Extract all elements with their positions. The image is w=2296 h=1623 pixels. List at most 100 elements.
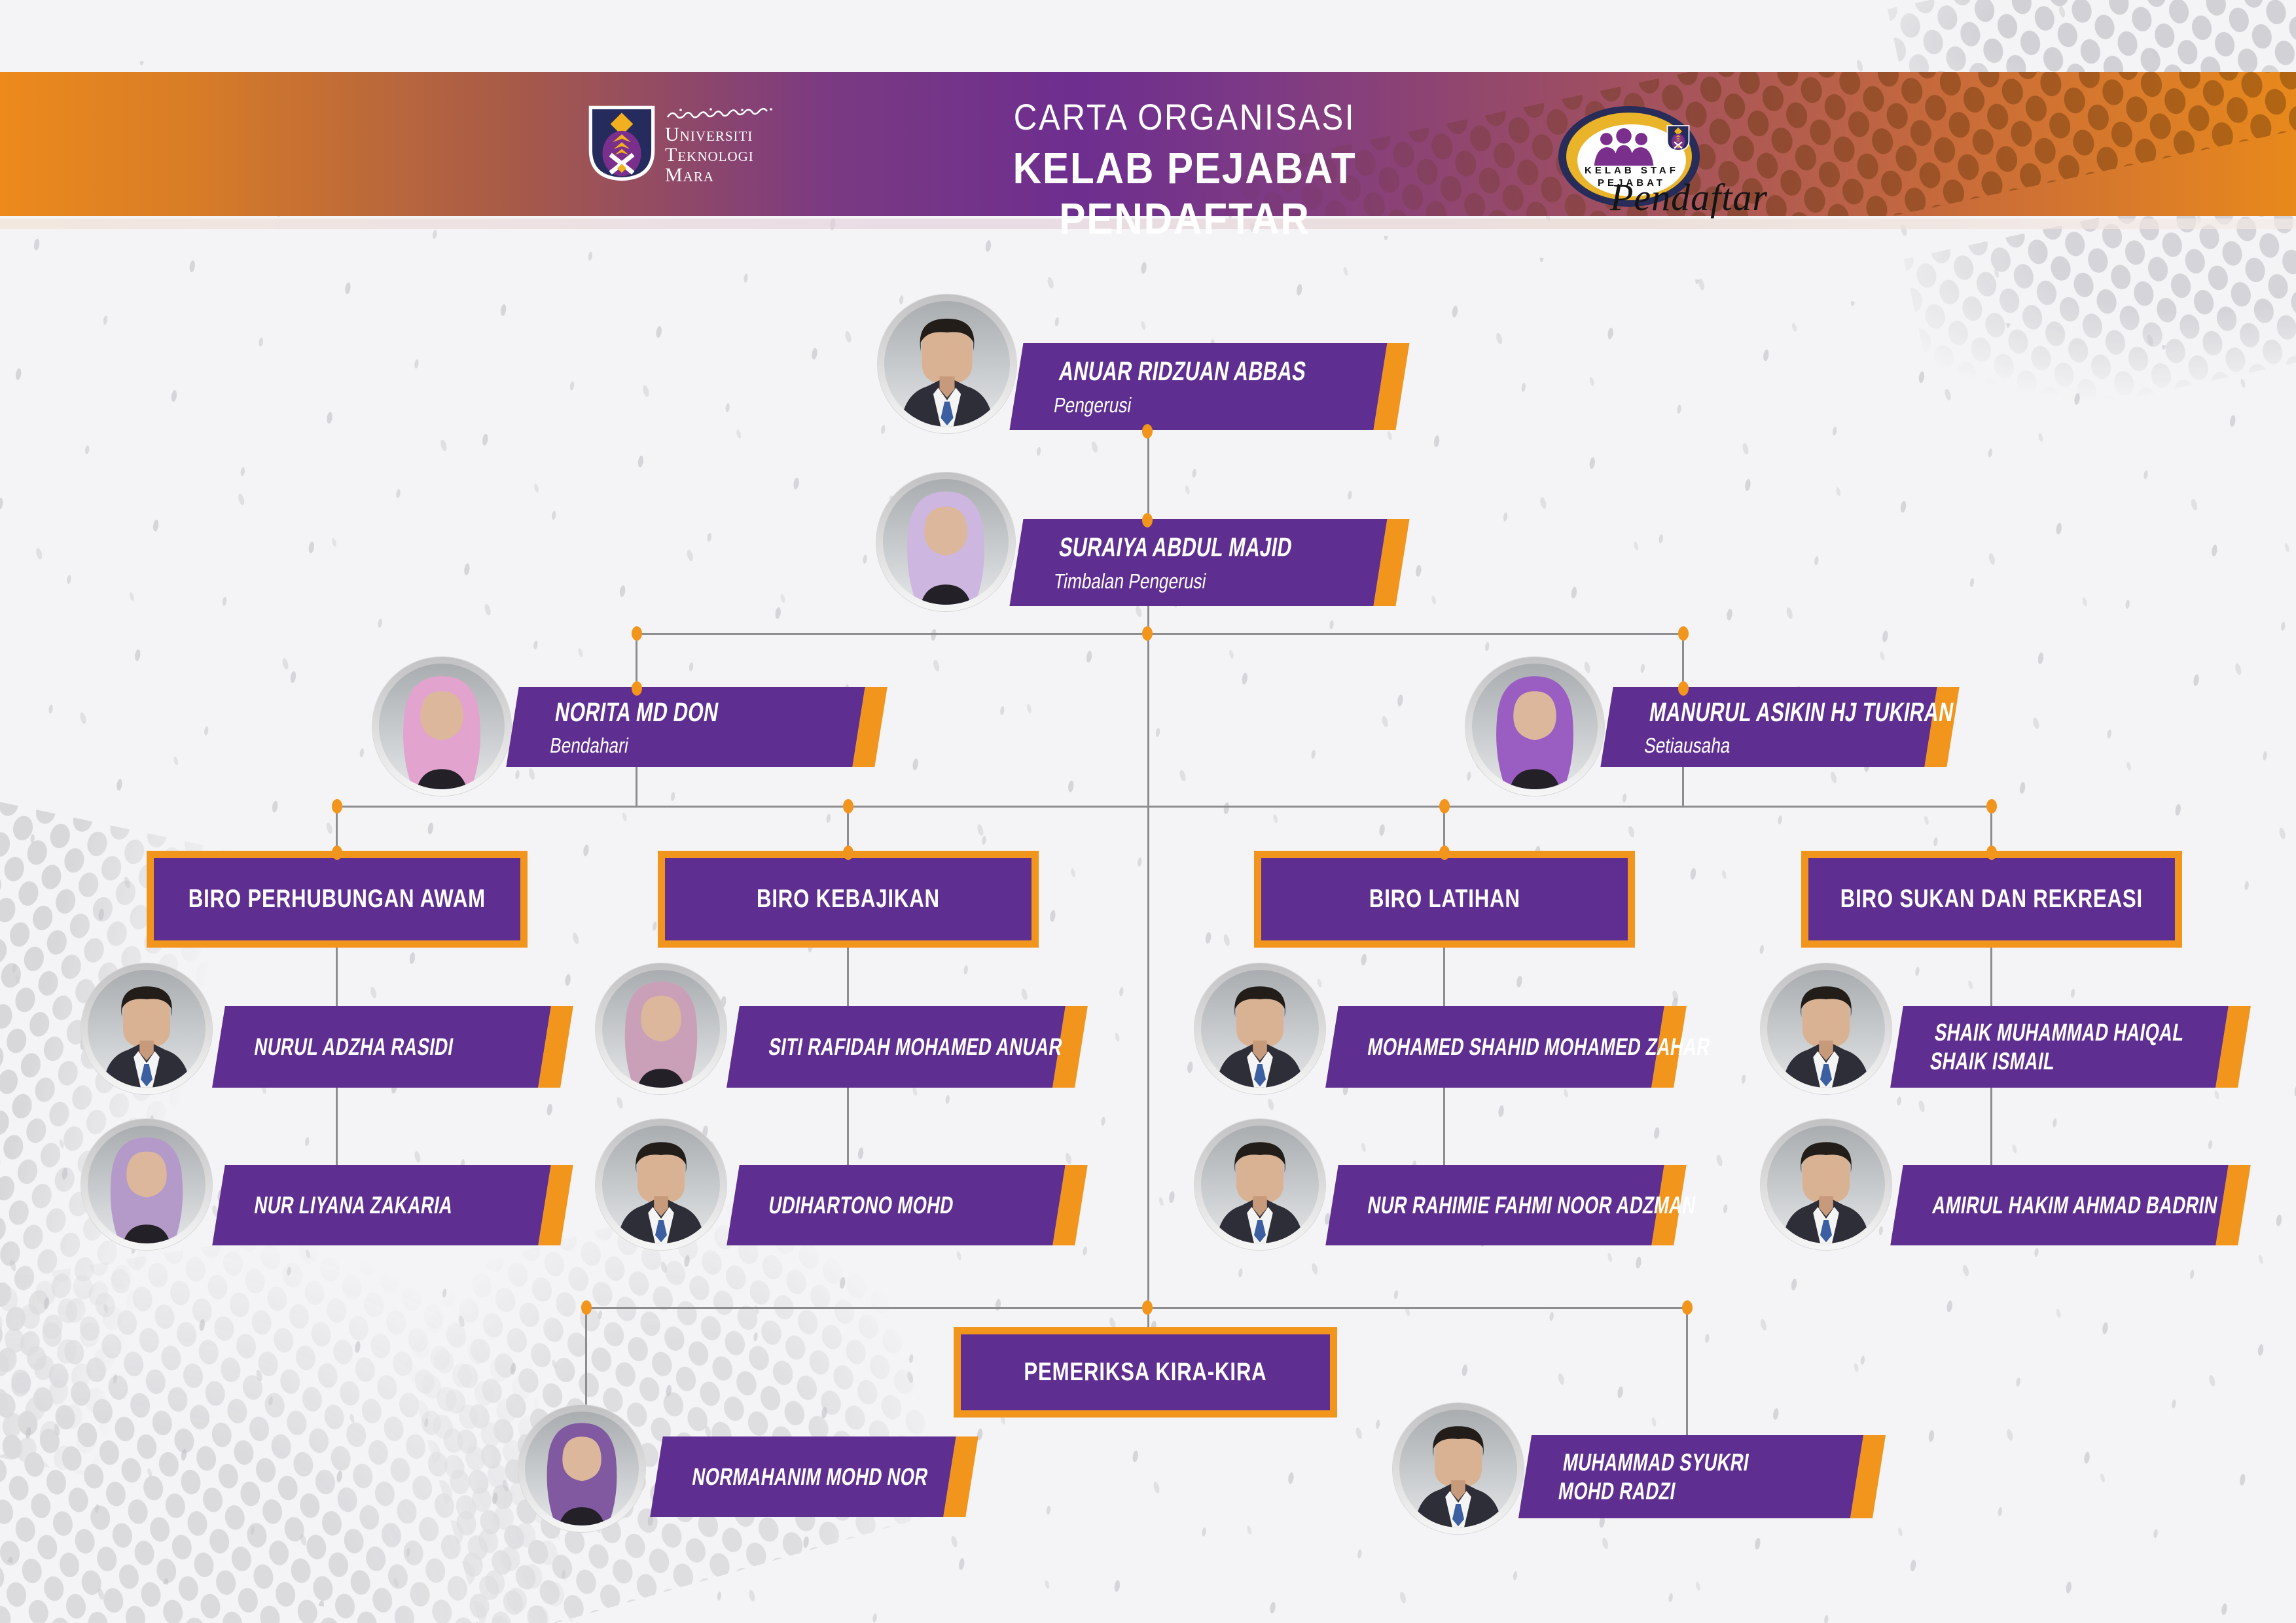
person-silhouette <box>1767 970 1885 1088</box>
name-banner: SHAIK MUHAMMAD HAIQAL SHAIK ISMAIL <box>1890 1006 2251 1088</box>
connector-dot <box>843 846 853 860</box>
person-name: SITI RAFIDAH MOHAMED ANUAR <box>766 1033 1065 1060</box>
connector-line <box>1682 767 1684 808</box>
banner-accent-stripe <box>852 687 888 767</box>
banner-accent-stripe <box>943 1436 978 1517</box>
club-text-line1: KELAB STAF <box>1585 165 1679 176</box>
person-name: SURAIYA ABDUL MAJID <box>1057 532 1295 563</box>
name-banner: UDIHARTONO MOHD <box>726 1165 1088 1245</box>
person-silhouette <box>1201 1126 1319 1243</box>
bureau-title: BIRO KEBAJIKAN <box>757 885 940 913</box>
person-role: Timbalan Pengerusi <box>1052 569 1208 593</box>
connector-dot <box>1142 626 1153 641</box>
portrait-photo <box>518 1405 645 1532</box>
portrait-photo <box>876 473 1015 611</box>
connector-dot <box>1682 1300 1693 1315</box>
person-silhouette <box>525 1412 639 1525</box>
person-silhouette <box>602 1126 720 1243</box>
uitm-shield-icon <box>588 105 656 182</box>
name-banner: NORITA MD DON Bendahari <box>506 687 888 767</box>
portrait-photo <box>1194 1119 1325 1250</box>
connector-line <box>1147 605 1149 1330</box>
page-title: CARTA ORGANISASI KELAB PEJABAT PENDAFTAR <box>857 96 1512 244</box>
name-banner: MUHAMMAD SYUKRI MOHD RADZI <box>1518 1435 1886 1518</box>
bureau-box-kebajikan: BIRO KEBAJIKAN <box>658 851 1039 948</box>
portrait-photo <box>596 963 726 1094</box>
bureau-box-perhubungan-awam: BIRO PERHUBUNGAN AWAM <box>147 851 528 948</box>
portrait-photo <box>1465 657 1604 796</box>
connector-line <box>1686 1308 1688 1438</box>
portrait-photo <box>1393 1403 1524 1534</box>
connector-dot <box>1678 681 1689 696</box>
name-banner: NUR LIYANA ZAKARIA <box>212 1165 573 1245</box>
portrait-photo <box>1194 963 1325 1094</box>
uitm-name-line2: Teknologi <box>665 144 754 166</box>
person-silhouette <box>379 664 505 789</box>
bureau-title: BIRO SUKAN DAN REKREASI <box>1840 885 2144 913</box>
halftone-dots-bottom-left <box>0 1199 573 1623</box>
banner-accent-stripe <box>1373 343 1410 430</box>
person-name: AMIRUL HAKIM AHMAD BADRIN <box>1930 1191 2220 1219</box>
club-logo: KELAB STAF PEJABAT Pendaftar <box>1550 98 1768 262</box>
name-banner: AMIRUL HAKIM AHMAD BADRIN <box>1890 1165 2251 1245</box>
person-silhouette <box>1399 1410 1517 1527</box>
name-banner: MOHAMED SHAHID MOHAMED ZAHAR <box>1325 1006 1713 1088</box>
person-name: MOHAMED SHAHID MOHAMED ZAHAR <box>1365 1033 1713 1060</box>
portrait-photo <box>1761 963 1892 1094</box>
portrait-photo <box>1761 1119 1892 1250</box>
name-banner: MANURUL ASIKIN HJ TUKIRAN Setiausaha <box>1600 687 1960 767</box>
name-banner: ANUAR RIDZUAN ABBAS Pengerusi <box>1009 343 1410 430</box>
connector-line <box>337 806 1992 808</box>
connector-dot <box>332 799 342 813</box>
connector-line <box>586 1307 1687 1309</box>
connector-dot <box>1142 513 1153 527</box>
person-silhouette <box>602 970 720 1088</box>
portrait-photo <box>81 1119 212 1250</box>
connector-dot <box>1678 626 1689 641</box>
name-banner: NORMAHANIM MOHD NOR <box>650 1436 978 1517</box>
uitm-name-line3: Mara <box>665 164 715 186</box>
person-silhouette <box>88 970 206 1088</box>
person-role: Bendahari <box>548 734 631 758</box>
bureau-title: BIRO LATIHAN <box>1369 885 1520 913</box>
bureau-title: BIRO PERHUBUNGAN AWAM <box>188 885 486 913</box>
portrait-photo <box>878 294 1016 433</box>
person-name: NURUL ADZHA RASIDI <box>252 1033 456 1060</box>
person-silhouette <box>883 479 1009 605</box>
person-name: NUR RAHIMIE FAHMI NOOR ADZMAN <box>1365 1191 1698 1219</box>
auditor-title: PEMERIKSA KIRA-KIRA <box>1024 1358 1267 1386</box>
person-silhouette <box>1472 664 1598 789</box>
person-role: Pengerusi <box>1052 393 1134 417</box>
person-name-line2: SHAIK ISMAIL <box>1928 1047 2057 1075</box>
banner-accent-stripe <box>538 1006 573 1088</box>
club-script-text: Pendaftar <box>1610 176 1768 219</box>
bureau-box-latihan: BIRO LATIHAN <box>1254 851 1635 948</box>
club-uitm-shield-icon <box>1666 124 1690 152</box>
connector-dot <box>1986 846 1997 860</box>
banner-accent-stripe <box>1052 1165 1088 1245</box>
person-silhouette <box>1767 1126 1885 1243</box>
person-silhouette <box>884 301 1010 427</box>
person-name: NORITA MD DON <box>553 696 721 727</box>
person-role: Setiausaha <box>1642 734 1732 758</box>
auditor-box-pemeriksa-kira-kira: PEMERIKSA KIRA-KIRA <box>954 1327 1337 1418</box>
portrait-photo <box>81 963 212 1094</box>
banner-accent-stripe <box>1850 1435 1886 1518</box>
banner-accent-stripe <box>2215 1006 2251 1088</box>
uitm-name-line1: Universiti <box>665 124 753 145</box>
connector-dot <box>332 846 342 860</box>
connector-dot <box>632 681 642 696</box>
connector-dot <box>1439 799 1450 813</box>
person-silhouette <box>88 1126 206 1243</box>
connector-dot <box>1142 424 1153 438</box>
person-name: MANURUL ASIKIN HJ TUKIRAN <box>1647 696 1956 727</box>
connector-line <box>1682 633 1684 688</box>
name-banner: SURAIYA ABDUL MAJID Timbalan Pengerusi <box>1009 519 1410 606</box>
connector-line <box>1147 430 1149 520</box>
person-silhouette <box>1201 970 1319 1088</box>
name-banner: SITI RAFIDAH MOHAMED ANUAR <box>726 1006 1088 1088</box>
jawi-calligraphy-icon <box>666 107 772 119</box>
connector-dot <box>581 1300 592 1315</box>
uitm-logo: Universiti Teknologi Mara <box>588 105 789 185</box>
